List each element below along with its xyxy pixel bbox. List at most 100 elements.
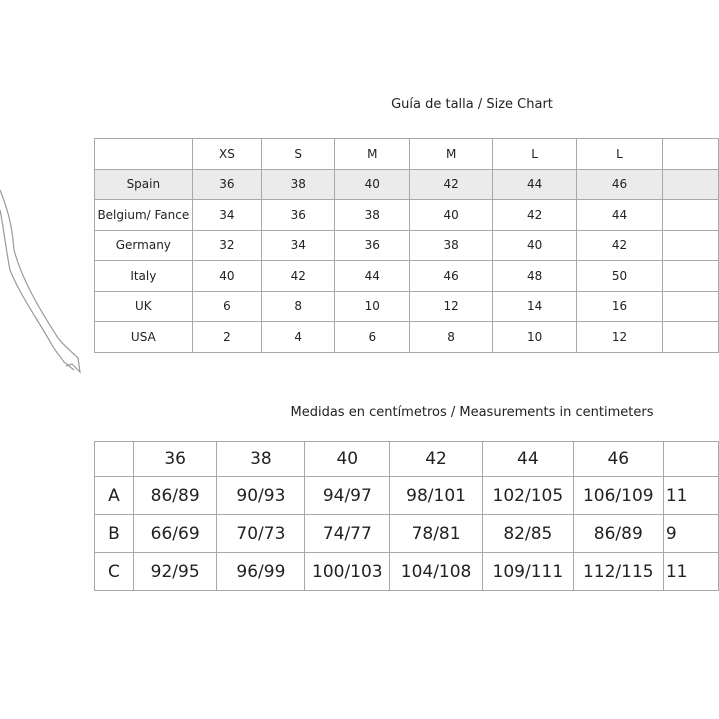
measure-cell: 70/73 <box>216 514 306 553</box>
header-cell: L <box>491 138 578 170</box>
header-cell: 46 <box>572 441 664 477</box>
size-cell: 6 <box>191 290 263 322</box>
measure-cell: 86/89 <box>572 514 664 553</box>
measure-cell: 86/89 <box>132 476 218 515</box>
size-cell: 6 <box>334 321 411 353</box>
size-cell: 12 <box>409 290 493 322</box>
size-cell: 42 <box>409 168 493 200</box>
table-row: A 86/89 90/93 94/97 98/101 102/105 106/109 11 <box>94 476 719 515</box>
header-cell <box>661 138 719 170</box>
measure-cell: 109/111 <box>481 552 574 591</box>
country-cell: Germany <box>94 229 193 261</box>
size-cell: 42 <box>491 199 578 231</box>
measure-cell: 11 <box>662 552 719 591</box>
measure-cell: 82/85 <box>481 514 574 553</box>
country-cell: Belgium/ Fance <box>94 199 193 231</box>
size-chart-title: Guía de talla / Size Chart <box>391 97 553 112</box>
measure-cell: 90/93 <box>216 476 306 515</box>
header-cell: L <box>576 138 663 170</box>
size-cell <box>661 290 719 322</box>
measure-cell: 98/101 <box>389 476 483 515</box>
size-cell: 10 <box>334 290 411 322</box>
measure-cell: 104/108 <box>389 552 483 591</box>
size-cell: 8 <box>261 290 336 322</box>
header-cell: 38 <box>216 441 306 477</box>
header-cell <box>94 441 134 477</box>
size-cell: 46 <box>409 260 493 292</box>
size-cell <box>661 260 719 292</box>
size-cell: 8 <box>409 321 493 353</box>
header-cell: M <box>334 138 411 170</box>
country-cell: USA <box>94 321 193 353</box>
arm-illustration-icon <box>0 189 81 374</box>
measure-cell: 100/103 <box>304 552 391 591</box>
measure-label-cell: B <box>94 514 134 553</box>
size-cell: 4 <box>261 321 336 353</box>
header-cell <box>662 441 719 477</box>
header-cell: 40 <box>304 441 391 477</box>
country-cell: Spain <box>94 168 193 200</box>
size-cell: 14 <box>491 290 578 322</box>
country-cell: Italy <box>94 260 193 292</box>
table-row: Germany 32 34 36 38 40 42 <box>94 229 719 261</box>
header-cell <box>94 138 193 170</box>
size-cell <box>661 199 719 231</box>
header-cell: XS <box>191 138 263 170</box>
measure-cell: 106/109 <box>572 476 664 515</box>
header-row: 36 38 40 42 44 46 <box>94 441 719 477</box>
size-cell: 42 <box>261 260 336 292</box>
header-cell: 42 <box>389 441 483 477</box>
size-cell: 36 <box>334 229 411 261</box>
size-cell: 40 <box>334 168 411 200</box>
country-cell: UK <box>94 290 193 322</box>
table-row: UK 6 8 10 12 14 16 <box>94 290 719 322</box>
size-cell: 32 <box>191 229 263 261</box>
size-cell: 50 <box>576 260 663 292</box>
size-cell: 2 <box>191 321 263 353</box>
measurements-title: Medidas en centímetros / Measurements in… <box>290 405 654 420</box>
table-row: USA 2 4 6 8 10 12 <box>94 321 719 353</box>
size-cell: 10 <box>491 321 578 353</box>
size-cell: 38 <box>334 199 411 231</box>
size-cell: 44 <box>334 260 411 292</box>
measure-cell: 102/105 <box>481 476 574 515</box>
size-cell <box>661 168 719 200</box>
measure-cell: 78/81 <box>389 514 483 553</box>
header-row: XS S M M L L <box>94 138 719 170</box>
measure-cell: 112/115 <box>572 552 664 591</box>
header-cell: S <box>261 138 336 170</box>
size-chart-table: XS S M M L L Spain 36 38 40 42 44 46 Belgium/ Fance 34… <box>94 138 719 353</box>
size-cell: 48 <box>491 260 578 292</box>
size-cell: 34 <box>191 199 263 231</box>
measure-cell: 66/69 <box>132 514 218 553</box>
size-cell: 38 <box>261 168 336 200</box>
measure-label-cell: A <box>94 476 134 515</box>
table-row: Spain 36 38 40 42 44 46 <box>94 168 719 200</box>
size-cell <box>661 321 719 353</box>
size-cell: 16 <box>576 290 663 322</box>
size-cell <box>661 229 719 261</box>
measure-cell: 96/99 <box>216 552 306 591</box>
size-cell: 40 <box>491 229 578 261</box>
size-cell: 44 <box>491 168 578 200</box>
table-row: Belgium/ Fance 34 36 38 40 42 44 <box>94 199 719 231</box>
size-cell: 36 <box>261 199 336 231</box>
table-row: Italy 40 42 44 46 48 50 <box>94 260 719 292</box>
measure-cell: 9 <box>662 514 719 553</box>
header-cell: 36 <box>132 441 218 477</box>
table-row: C 92/95 96/99 100/103 104/108 109/111 112/115 1… <box>94 552 719 591</box>
size-cell: 36 <box>191 168 263 200</box>
size-cell: 46 <box>576 168 663 200</box>
size-cell: 40 <box>191 260 263 292</box>
measure-label-cell: C <box>94 552 134 591</box>
measurements-table: 36 38 40 42 44 46 A 86/89 90/93 94/97 98/101 102/10… <box>94 441 719 591</box>
size-cell: 38 <box>409 229 493 261</box>
size-cell: 42 <box>576 229 663 261</box>
size-cell: 34 <box>261 229 336 261</box>
measure-cell: 11 <box>662 476 719 515</box>
measure-cell: 94/97 <box>304 476 391 515</box>
header-cell: 44 <box>481 441 574 477</box>
size-cell: 12 <box>576 321 663 353</box>
header-cell: M <box>409 138 493 170</box>
size-cell: 44 <box>576 199 663 231</box>
